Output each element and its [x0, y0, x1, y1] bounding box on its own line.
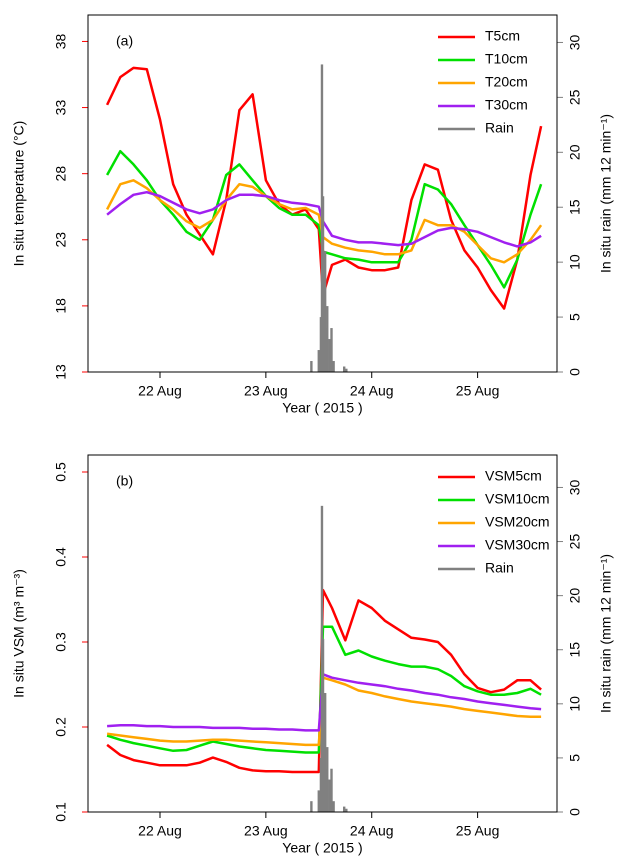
x-tick-label: 23 Aug — [244, 383, 288, 399]
y2-tick-label: 10 — [567, 254, 583, 270]
rain-bar — [345, 808, 348, 812]
panel-label: (a) — [116, 33, 133, 49]
y-tick-label: 0.4 — [53, 547, 69, 567]
rain-bar — [345, 368, 348, 372]
rain-bar — [332, 361, 335, 372]
rain-bar — [310, 801, 313, 812]
y2-tick-label: 15 — [567, 199, 583, 215]
legend-label: T30cm — [485, 97, 528, 113]
rain-bar — [328, 779, 331, 812]
rain-bar — [326, 306, 329, 372]
rain-bar — [330, 768, 333, 812]
rain-bar — [343, 806, 346, 812]
rain-bar — [321, 638, 325, 812]
x-tick-label: 25 Aug — [456, 383, 500, 399]
y2-tick-label: 5 — [567, 313, 583, 321]
y-tick-label: 0.5 — [53, 462, 69, 482]
rain-bar — [321, 196, 325, 372]
x-axis-label: Year ( 2015 ) — [282, 400, 362, 416]
y2-axis-label: In situ rain (mm 12 min⁻¹) — [598, 114, 614, 273]
y2-tick-label: 5 — [567, 754, 583, 762]
legend-label: Rain — [485, 560, 514, 576]
legend-label: VSM30cm — [485, 537, 550, 553]
rain-bar — [323, 693, 327, 812]
y2-tick-label: 20 — [567, 588, 583, 604]
y2-tick-label: 0 — [567, 368, 583, 376]
y-tick-label: 23 — [53, 232, 69, 248]
y-tick-label: 0.1 — [53, 802, 69, 822]
rain-bar — [330, 328, 333, 372]
rain-bar — [317, 790, 320, 812]
x-tick-label: 24 Aug — [350, 383, 394, 399]
y-tick-label: 18 — [53, 298, 69, 314]
y2-tick-label: 30 — [567, 34, 583, 50]
rain-bar — [326, 747, 329, 812]
plot-frame — [87, 14, 558, 373]
y-tick-label: 28 — [53, 166, 69, 182]
legend-label: VSM10cm — [485, 491, 550, 507]
y-tick-label: 0.3 — [53, 632, 69, 652]
rain-bar — [332, 801, 335, 812]
rain-bar — [343, 366, 346, 372]
rain-bar — [310, 361, 313, 372]
legend-label: T20cm — [485, 74, 528, 90]
y2-axis-label: In situ rain (mm 12 min⁻¹) — [598, 554, 614, 713]
y2-tick-label: 15 — [567, 642, 583, 658]
x-tick-label: 25 Aug — [456, 823, 500, 839]
y-axis-label: In situ VSM (m³ m⁻³) — [11, 569, 27, 698]
plot-frame — [87, 454, 558, 813]
x-tick-label: 22 Aug — [138, 823, 182, 839]
y2-tick-label: 25 — [567, 89, 583, 105]
legend-label: T5cm — [485, 28, 520, 44]
legend-label: T10cm — [485, 51, 528, 67]
rain-bar — [317, 350, 320, 372]
rain-bar — [328, 339, 331, 372]
x-tick-label: 23 Aug — [244, 823, 288, 839]
y2-tick-label: 25 — [567, 534, 583, 550]
legend-label: VSM20cm — [485, 514, 550, 530]
y2-tick-label: 20 — [567, 144, 583, 160]
panel-label: (b) — [116, 473, 133, 489]
x-tick-label: 24 Aug — [350, 823, 394, 839]
y-tick-label: 38 — [53, 33, 69, 49]
x-tick-label: 22 Aug — [138, 383, 182, 399]
y-tick-label: 13 — [53, 364, 69, 380]
y2-tick-label: 0 — [567, 808, 583, 816]
y-tick-label: 0.2 — [53, 717, 69, 737]
x-axis-label: Year ( 2015 ) — [282, 840, 362, 856]
legend-label: Rain — [485, 120, 514, 136]
y2-tick-label: 30 — [567, 479, 583, 495]
y-axis-label: In situ temperature (°C) — [11, 121, 27, 267]
legend-label: VSM5cm — [485, 468, 542, 484]
y2-tick-label: 10 — [567, 696, 583, 712]
y-tick-label: 33 — [53, 100, 69, 116]
rain-bar — [323, 251, 327, 372]
